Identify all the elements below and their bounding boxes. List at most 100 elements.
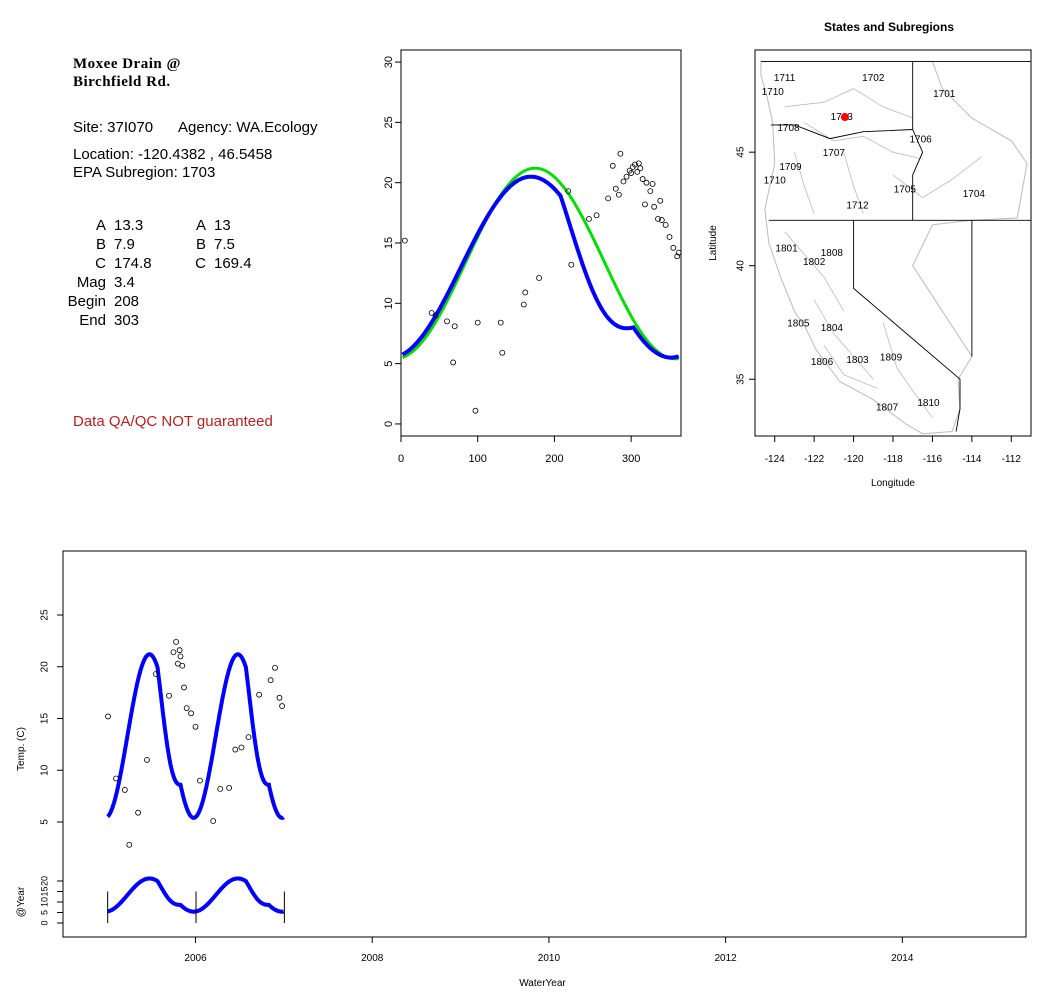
map-subregion-boundary (823, 344, 878, 389)
timeseries-data-point (105, 713, 111, 720)
param-primary-row: C 174.8 (26, 254, 152, 273)
param-primary-label: A (95, 217, 106, 234)
seasonal-fit-line-blue (401, 174, 680, 360)
timeseries-data-point (197, 777, 203, 784)
map-state-boundary (770, 124, 913, 140)
timeseries-data-point (170, 649, 177, 656)
map-region-label: 1805 (787, 318, 810, 329)
timeseries-data-point (152, 671, 159, 677)
timeseries-data-point (135, 809, 141, 816)
timeseries-data-point (276, 694, 283, 701)
seasonal-y-tick-label: 5 (383, 361, 395, 367)
param-secondary-value: 13 (214, 217, 231, 234)
seasonal-data-point (444, 318, 450, 325)
map-state-boundary (853, 220, 961, 432)
seasonal-data-point (472, 407, 479, 414)
map-region-label: 1710 (762, 87, 785, 98)
timeseries-y-tick-label: 10 (40, 764, 51, 776)
seasonal-data-point (522, 289, 529, 296)
param-primary-label: End (79, 312, 106, 329)
seasonal-data-point (657, 197, 664, 204)
map-region-label: 1704 (963, 189, 986, 200)
seasonal-x-tick-label: 200 (545, 453, 563, 465)
timeseries-data-point (226, 784, 232, 791)
seasonal-data-point (632, 161, 638, 168)
timeseries-data-point (217, 785, 224, 792)
map-region-label: 1809 (880, 353, 903, 364)
seasonal-fit-line-green (401, 166, 679, 361)
map-y-axis-label: Latitude (708, 225, 719, 261)
param-primary-row: Begin 208 (26, 292, 139, 311)
seasonal-data-point (586, 215, 592, 222)
map-y-tick-label: 40 (736, 260, 747, 272)
map-region-label: 1707 (823, 148, 846, 159)
map-region-label: 1710 (764, 175, 787, 186)
map-y-tick-label: 45 (736, 146, 747, 158)
seasonal-data-point (565, 188, 572, 195)
param-secondary-row: A 13 (136, 216, 231, 235)
seasonal-data-point (617, 150, 624, 157)
seasonal-data-point (666, 234, 673, 240)
seasonal-data-point (450, 359, 457, 366)
param-secondary-row: C 169.4 (136, 254, 251, 273)
map-subregion-boundary (784, 231, 845, 312)
map-site-marker (840, 113, 849, 122)
map-x-tick-label: -112 (1002, 454, 1022, 465)
param-primary-row: End 303 (26, 311, 139, 330)
map-region-label: 1802 (803, 257, 826, 268)
map-region-label: 1705 (894, 185, 917, 196)
param-primary-value: 174.8 (114, 255, 152, 272)
map-subregion-boundary (813, 299, 874, 380)
timeseries-x-tick-label: 2012 (714, 953, 737, 964)
annual-y-tick-label: 10 (39, 897, 49, 907)
seasonal-data-point (662, 222, 669, 228)
param-secondary-value: 7.5 (214, 236, 235, 253)
param-primary-label: B (95, 236, 106, 253)
timeseries-fit-line (106, 652, 286, 820)
param-primary-value: 208 (114, 293, 140, 310)
seasonal-y-tick-label: 30 (383, 56, 395, 68)
timeseries-data-point (144, 757, 150, 763)
param-primary-value: 303 (114, 312, 140, 329)
param-primary-label: C (95, 255, 106, 272)
timeseries-data-point (267, 677, 274, 684)
seasonal-data-point (620, 178, 627, 185)
timeseries-x-tick-label: 2014 (891, 953, 914, 964)
map-x-tick-label: -120 (844, 454, 864, 465)
annual-y-tick-label: 15 (39, 886, 49, 896)
annual-y-tick-label: 20 (39, 876, 49, 886)
seasonal-data-point (655, 215, 661, 222)
map-subregion-boundary (892, 156, 982, 199)
param-primary-row: Mag 3.4 (26, 273, 135, 292)
param-secondary-label: B (195, 236, 206, 253)
seasonal-data-point (474, 319, 481, 326)
timeseries-data-point (188, 710, 195, 717)
map-region-label: 1708 (777, 123, 800, 134)
timeseries-data-point (245, 734, 252, 741)
seasonal-data-point (401, 237, 408, 244)
map-region-label: 1711 (774, 73, 796, 84)
timeseries-data-point (256, 691, 263, 698)
timeseries-chart: 2006 2008 2010 2012 201451015202505101520Wat… (16, 550, 1027, 989)
seasonal-data-point (670, 244, 677, 251)
seasonal-data-point (674, 253, 681, 260)
param-primary-value: 3.4 (114, 274, 135, 291)
map-y-tick-label: 35 (736, 373, 747, 385)
map-region-label: 1709 (779, 162, 802, 173)
timeseries-x-tick-label: 2010 (538, 953, 561, 964)
annual-y-axis-label: @Year (16, 886, 27, 917)
seasonal-data-point (675, 249, 682, 256)
seasonal-chart: 0 100 200 300 0 5 10 15 20 25 30 (383, 49, 682, 465)
seasonal-data-point (642, 201, 648, 208)
seasonal-x-tick-label: 0 (398, 453, 404, 465)
location: Location: -120.4382 , 46.5458 (73, 146, 273, 163)
param-primary-label: Mag (76, 274, 106, 291)
site-title: Moxee Drain @ Birchfield Rd. (73, 55, 181, 91)
seasonal-data-point (536, 275, 542, 281)
map-x-axis-label: Longitude (871, 478, 915, 489)
seasonal-data-point (451, 323, 458, 330)
seasonal-y-tick-label: 10 (383, 297, 395, 309)
timeseries-plot-frame (62, 550, 1027, 938)
seasonal-data-point (649, 180, 656, 187)
param-primary-row: B 7.9 (26, 235, 135, 254)
